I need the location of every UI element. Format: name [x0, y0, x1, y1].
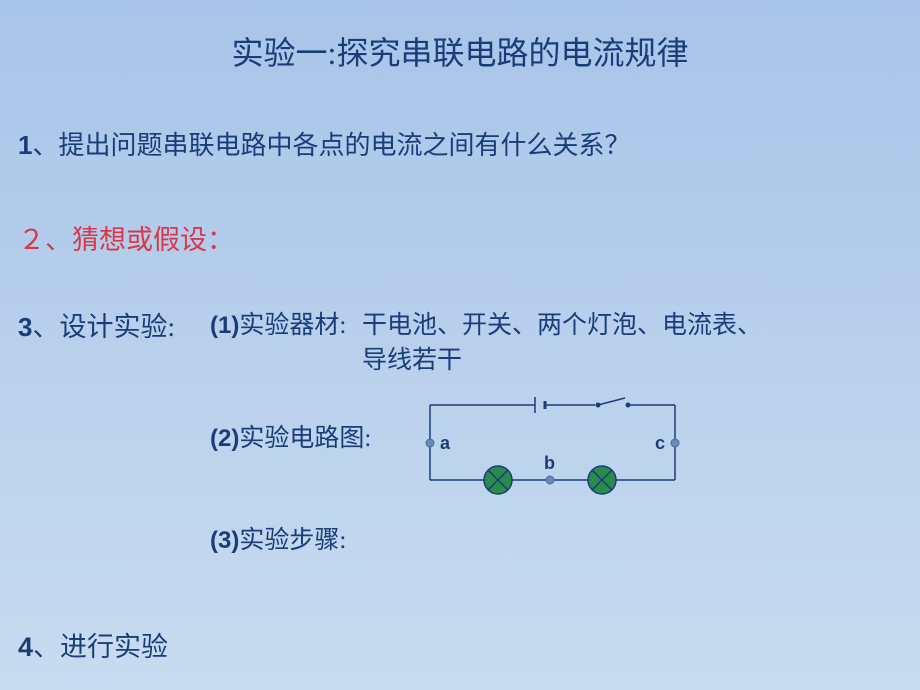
section-3-2: (2)实验电路图:	[210, 418, 371, 454]
section-4-label: 、进行实验	[33, 632, 168, 662]
section-3-1-num: (1)	[210, 312, 239, 339]
section-3-2-label: 实验电路图:	[239, 425, 371, 452]
circuit-svg	[420, 395, 690, 505]
materials-line1: 干电池、开关、两个灯泡、电流表、	[362, 305, 762, 341]
section-3-3-label: 实验步骤:	[239, 527, 346, 554]
section-3-label: 、设计实验:	[32, 312, 175, 342]
section-1: 1、提出问题串联电路中各点的电流之间有什么关系？	[18, 125, 631, 162]
node-c-label: c	[655, 433, 665, 454]
section-2: ２、猜想或假设：	[18, 218, 234, 257]
section-4-num: 4	[18, 632, 33, 662]
section-3-3: (3)实验步骤:	[210, 520, 346, 556]
node-a-label: a	[440, 433, 450, 454]
materials-line2: 导线若干	[362, 340, 462, 376]
section-3-num: 3	[18, 312, 32, 342]
section-1-question: 串联电路中各点的电流之间有什么关系？	[162, 131, 630, 160]
section-1-num: 1	[18, 130, 32, 160]
section-3-1: (1)实验器材:	[210, 305, 346, 341]
section-3-3-num: (3)	[210, 527, 239, 554]
section-1-label: 、提出问题	[32, 131, 162, 160]
node-b-label: b	[544, 453, 555, 474]
circuit-diagram: a b c	[420, 395, 690, 505]
page-title: 实验一:探究串联电路的电流规律	[0, 0, 920, 74]
section-3-2-num: (2)	[210, 425, 239, 452]
section-4: 4、进行实验	[18, 625, 168, 664]
section-3-1-label: 实验器材:	[239, 312, 346, 339]
section-3: 3、设计实验:	[18, 305, 175, 344]
